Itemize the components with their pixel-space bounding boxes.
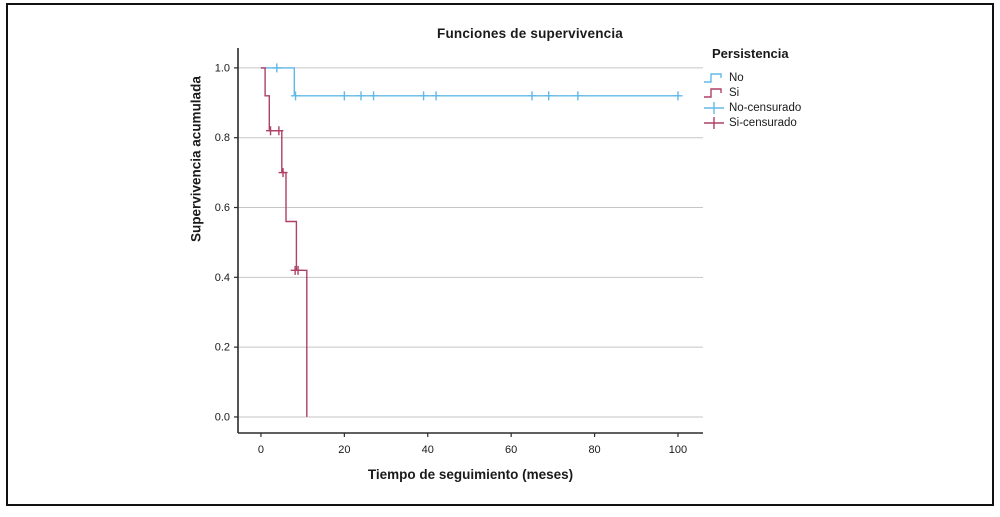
step-line-icon [704, 72, 722, 83]
legend-item-no: No [703, 70, 801, 85]
legend-item-label: No-censurado [729, 101, 802, 114]
legend-item-label: No [729, 71, 744, 84]
censored-marker-si-censurado [278, 168, 288, 178]
chart-title: Funciones de supervivencia [437, 26, 624, 41]
legend-item-si-censurado: Si-censurado [703, 115, 801, 130]
y-tick-label: 0.2 [215, 342, 230, 354]
x-tick-label: 60 [505, 444, 517, 456]
legend-item-si: Si [703, 85, 801, 100]
step-line-icon [704, 87, 722, 98]
survival-curve-si [260, 67, 308, 417]
censored-marker-no-censurado [673, 91, 683, 101]
censored-marker-no-censurado [291, 91, 301, 101]
legend-item-label: Si [729, 86, 740, 99]
censored-marker-no-censurado [419, 91, 429, 101]
y-tick-label: 0.0 [215, 411, 230, 423]
censored-marker-no-censurado [544, 91, 554, 101]
censored-marker-no-censurado [339, 91, 349, 101]
censored-marker-si-censurado [274, 126, 284, 136]
censored-marker-no-censurado [369, 91, 379, 101]
y-tick-label: 1.0 [215, 62, 230, 74]
censored-marker-no-censurado [356, 91, 366, 101]
censored-marker-no-censurado [431, 91, 441, 101]
survival-curve-no [260, 67, 681, 97]
x-tick-label: 0 [258, 444, 264, 456]
x-axis-title: Tiempo de seguimiento (meses) [367, 467, 574, 482]
censored-marker-si-censurado [266, 126, 276, 136]
censored-marker-si-censurado [293, 265, 303, 275]
plus-marker-icon [704, 116, 724, 129]
figure-border-frame [6, 3, 994, 506]
censored-marker-no-censurado [573, 91, 583, 101]
legend: Persistencia No Si No-censurado Si-censu… [704, 46, 801, 130]
censored-marker-no-censurado [527, 91, 537, 101]
y-tick-label: 0.4 [215, 272, 230, 284]
legend-item-no-censurado: No-censurado [703, 100, 801, 115]
legend-title: Persistencia [712, 46, 789, 61]
plus-marker-icon [704, 101, 724, 114]
x-tick-label: 80 [588, 444, 600, 456]
censored-marker-no-censurado [272, 63, 282, 73]
legend-item-label: Si-censurado [729, 116, 797, 129]
x-tick-label: 100 [669, 444, 687, 456]
x-tick-label: 20 [338, 444, 350, 456]
y-tick-label: 0.6 [215, 202, 230, 214]
x-tick-label: 40 [422, 444, 434, 456]
y-tick-label: 0.8 [215, 132, 230, 144]
